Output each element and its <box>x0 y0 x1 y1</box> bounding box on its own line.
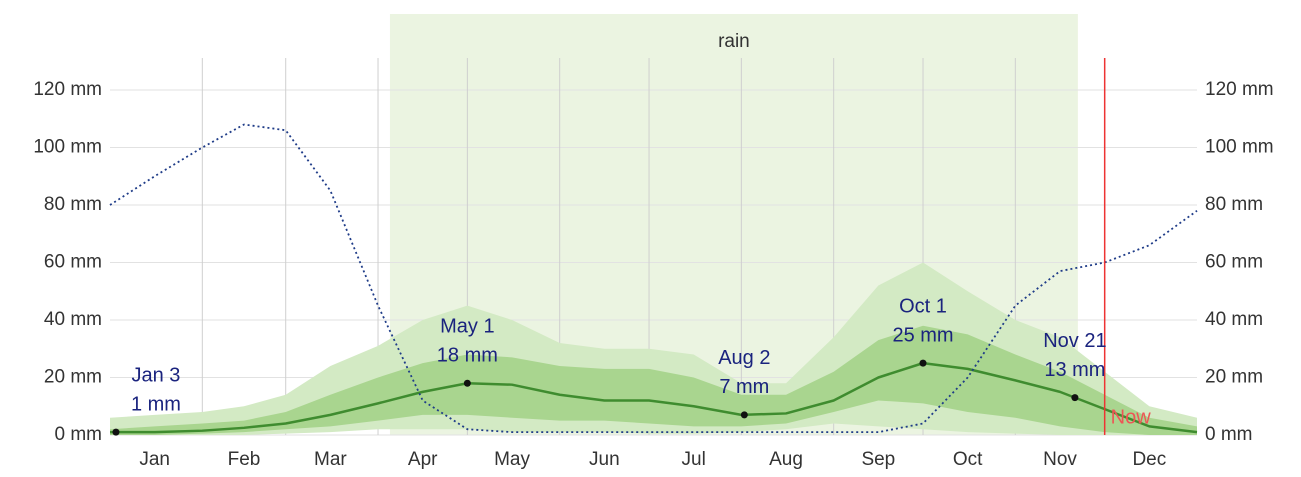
annotation-label: 1 mm <box>131 393 181 415</box>
annotation-label: 7 mm <box>719 376 769 398</box>
y-tick-label: 20 mm <box>44 367 102 388</box>
y2-tick-label: 20 mm <box>1205 367 1263 388</box>
annotation-date: May 1 <box>440 316 494 338</box>
annotation-dot <box>1071 394 1079 402</box>
y2-tick-label: 80 mm <box>1205 194 1263 215</box>
annotation-dot <box>740 411 748 419</box>
y-tick-label: 120 mm <box>33 79 102 100</box>
y-tick-label: 0 mm <box>55 424 103 445</box>
annotation-label: 13 mm <box>1044 359 1105 381</box>
x-tick-label: Feb <box>228 449 261 470</box>
annotation-dot <box>112 428 120 436</box>
annotation-dot <box>919 359 927 367</box>
annotation-date: Oct 1 <box>899 295 947 317</box>
y2-tick-label: 0 mm <box>1205 424 1253 445</box>
y-tick-label: 100 mm <box>33 137 102 158</box>
y2-tick-label: 60 mm <box>1205 252 1263 273</box>
x-tick-label: Apr <box>408 449 438 470</box>
x-tick-label: May <box>494 449 530 470</box>
x-tick-label: Jun <box>589 449 620 470</box>
y2-tick-label: 40 mm <box>1205 309 1263 330</box>
annotation-date: Aug 2 <box>718 347 770 369</box>
y2-tick-label: 120 mm <box>1205 79 1274 100</box>
x-tick-label: Sep <box>861 449 895 470</box>
x-tick-label: Jan <box>139 449 170 470</box>
percentile-band <box>110 325 1197 435</box>
now-label: Now <box>1111 406 1152 428</box>
x-tick-label: Jul <box>682 449 706 470</box>
annotation-date: Nov 21 <box>1043 330 1106 352</box>
y2-tick-label: 100 mm <box>1205 137 1274 158</box>
annotation-label: 18 mm <box>437 345 498 367</box>
x-tick-label: Dec <box>1132 449 1166 470</box>
y-tick-label: 60 mm <box>44 252 102 273</box>
y-tick-label: 80 mm <box>44 194 102 215</box>
annotation-dot <box>463 379 471 387</box>
x-tick-label: Nov <box>1043 449 1077 470</box>
x-tick-label: Aug <box>769 449 803 470</box>
rain-label: rain <box>718 31 750 52</box>
y-tick-label: 40 mm <box>44 309 102 330</box>
annotation-label: 25 mm <box>892 324 953 346</box>
x-tick-label: Oct <box>953 449 983 470</box>
median-line <box>110 361 1198 434</box>
annotation-date: Jan 3 <box>131 364 180 386</box>
x-tick-label: Mar <box>314 449 347 470</box>
